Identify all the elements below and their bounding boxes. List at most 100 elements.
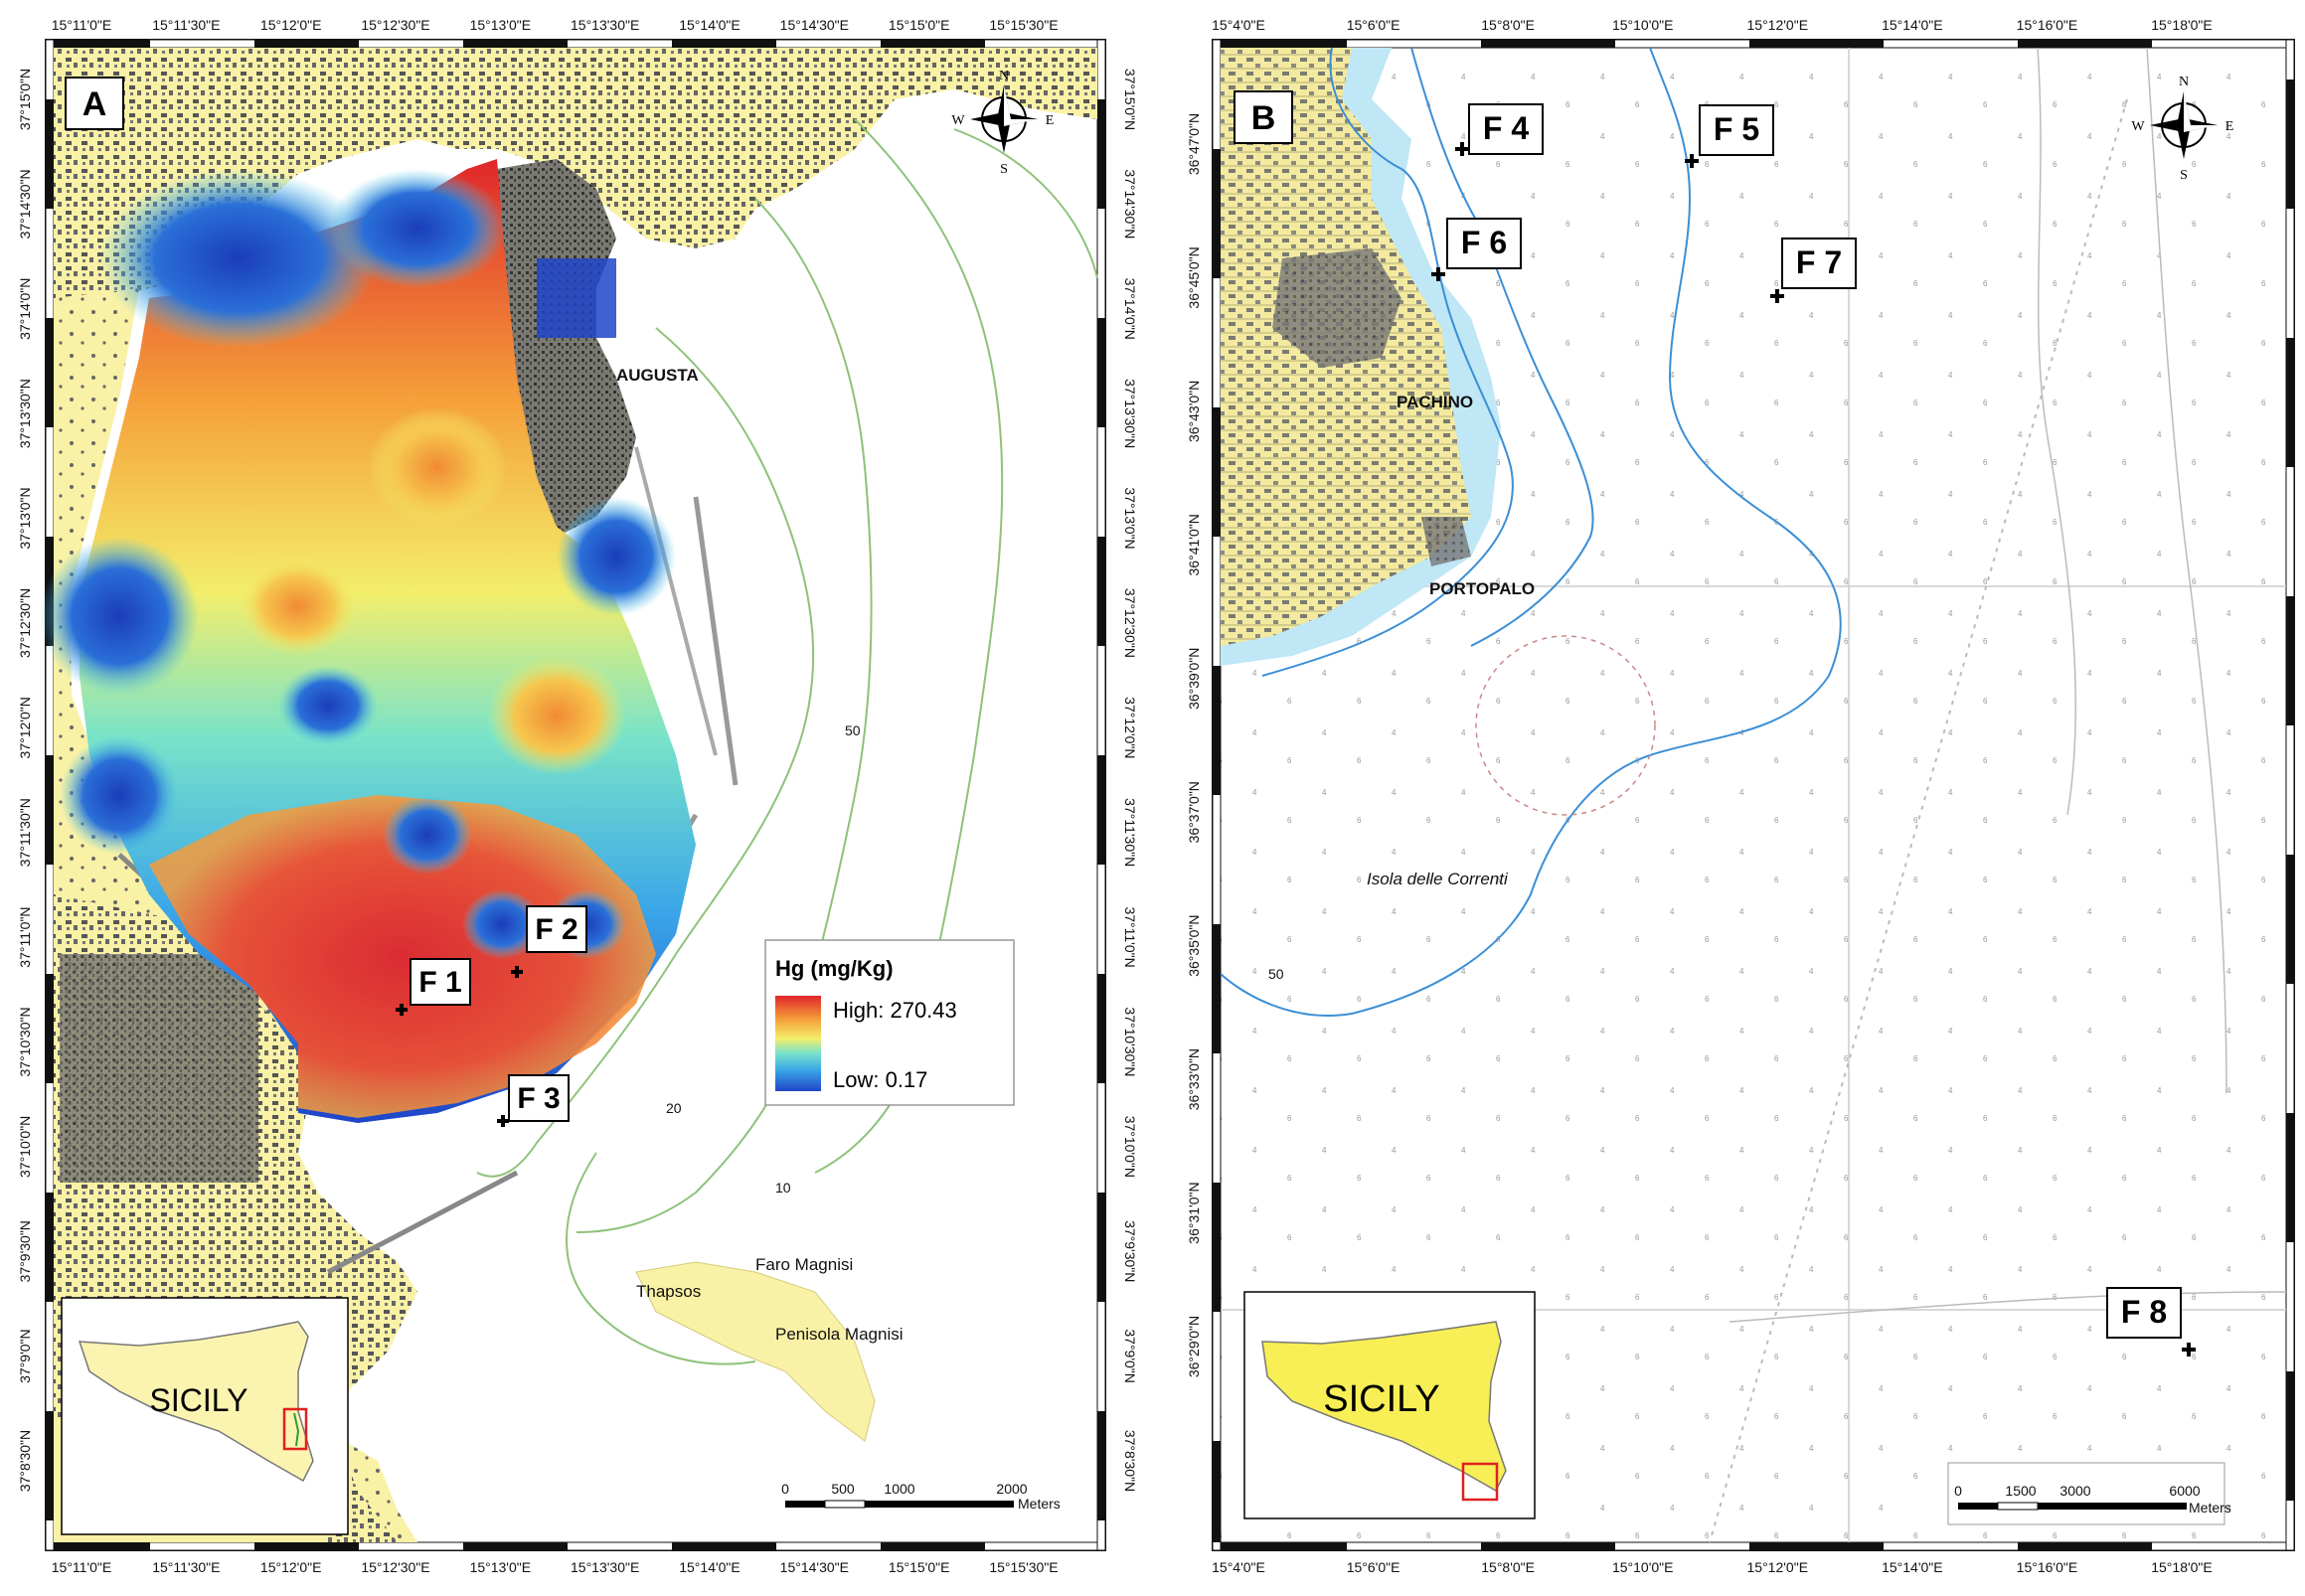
- a-left-tick-2: 37°14'0"N: [17, 278, 33, 340]
- b-bottom-tick-5: 15°14'0"E: [1882, 1559, 1943, 1575]
- place-penisola-magnisi: Penisola Magnisi: [775, 1325, 904, 1344]
- b-bottom-tick-2: 15°8'0"E: [1481, 1559, 1535, 1575]
- legend-ramp: [775, 996, 821, 1091]
- b-top-tick-4: 15°12'0"E: [1747, 17, 1809, 33]
- restricted-area-b: [1475, 635, 1656, 816]
- site-f1-label: F 1: [418, 966, 461, 999]
- inset-a-label: SICILY: [150, 1382, 248, 1418]
- a-top-tick-3: 15°12'30"E: [361, 17, 429, 33]
- contour-label-50-b: 50: [1268, 966, 1284, 982]
- b-bottom-tick-0: 15°4'0"E: [1212, 1559, 1265, 1575]
- b-bottom-lon-ticks: 15°4'0"E 15°6'0"E 15°8'0"E 15°10'0"E 15°12'0…: [1212, 1559, 2213, 1575]
- inset-sicily-b: SICILY: [1243, 1291, 1536, 1519]
- scale-b-tick-3: 6000: [2169, 1483, 2200, 1499]
- a-right-tick-3: 37°13'30"N: [1122, 379, 1138, 448]
- a-left-tick-1: 37°14'30"N: [17, 169, 33, 239]
- site-f3-label: F 3: [517, 1082, 560, 1115]
- b-top-lon-ticks: 15°4'0"E 15°6'0"E 15°8'0"E 15°10'0"E 15°12'0…: [1212, 17, 2213, 33]
- map-a-svg: 50 20 10 AUGUSTA Faro Magnisi Th: [17, 17, 1138, 1575]
- a-bottom-tick-7: 15°14'30"E: [780, 1559, 849, 1575]
- b-left-tick-4: 36°39'0"N: [1186, 648, 1202, 710]
- a-bottom-tick-3: 15°12'30"E: [361, 1559, 429, 1575]
- legend-high: High: 270.43: [833, 998, 957, 1023]
- a-left-tick-4: 37°13'0"N: [17, 487, 33, 549]
- a-left-tick-11: 37°9'30"N: [17, 1220, 33, 1282]
- scale-bar-a: 0 500 1000 2000 Meters: [781, 1481, 1061, 1512]
- site-f2[interactable]: F 2: [511, 905, 587, 978]
- b-bottom-tick-3: 15°10'0"E: [1612, 1559, 1674, 1575]
- bathy-lines-b: [1220, 47, 1842, 1017]
- a-bottom-tick-4: 15°13'0"E: [470, 1559, 532, 1575]
- site-f5[interactable]: F 5: [1685, 104, 1774, 168]
- scale-b-tick-2: 3000: [2059, 1483, 2090, 1499]
- site-f1[interactable]: F 1: [396, 958, 471, 1016]
- b-left-tick-2: 36°43'0"N: [1186, 381, 1202, 442]
- a-bottom-tick-8: 15°15'0"E: [889, 1559, 950, 1575]
- a-right-tick-12: 37°9'0"N: [1122, 1329, 1138, 1383]
- place-faro-magnisi: Faro Magnisi: [755, 1255, 853, 1274]
- a-left-tick-5: 37°12'30"N: [17, 588, 33, 658]
- b-bottom-tick-7: 15°18'0"E: [2151, 1559, 2213, 1575]
- place-thapsos: Thapsos: [636, 1282, 701, 1301]
- site-f6[interactable]: F 6: [1431, 218, 1522, 281]
- a-right-tick-5: 37°12'30"N: [1122, 588, 1138, 658]
- deep-contours-b: [1729, 47, 2287, 1323]
- a-top-tick-1: 15°11'30"E: [152, 17, 220, 33]
- b-bottom-tick-1: 15°6'0"E: [1347, 1559, 1400, 1575]
- contour-label-20-a: 20: [666, 1100, 682, 1116]
- a-top-tick-6: 15°14'0"E: [679, 17, 741, 33]
- scale-a-tick-1: 500: [831, 1481, 855, 1497]
- hg-legend: Hg (mg/Kg) High: 270.43 Low: 0.17: [764, 939, 1015, 1106]
- a-top-tick-2: 15°12'0"E: [260, 17, 322, 33]
- site-f7[interactable]: F 7: [1770, 238, 1857, 303]
- inset-b-label: SICILY: [1323, 1378, 1440, 1420]
- b-left-tick-8: 36°31'0"N: [1186, 1182, 1202, 1243]
- place-augusta: AUGUSTA: [616, 366, 699, 385]
- b-bottom-tick-6: 15°16'0"E: [2017, 1559, 2078, 1575]
- site-f8[interactable]: F 8: [2106, 1287, 2196, 1357]
- north-arrow-a-s: S: [1000, 162, 1008, 177]
- a-top-tick-0: 15°11'0"E: [52, 17, 111, 33]
- a-left-tick-3: 37°13'30"N: [17, 379, 33, 448]
- a-left-tick-10: 37°10'0"N: [17, 1116, 33, 1178]
- a-bottom-tick-9: 15°15'30"E: [989, 1559, 1058, 1575]
- b-left-tick-6: 36°35'0"N: [1186, 915, 1202, 977]
- site-f4-label: F 4: [1483, 110, 1529, 146]
- place-pachino: PACHINO: [1397, 393, 1473, 411]
- a-bottom-tick-0: 15°11'0"E: [52, 1559, 111, 1575]
- a-left-tick-8: 37°11'0"N: [17, 906, 33, 967]
- place-portopalo: PORTOPALO: [1429, 579, 1535, 598]
- site-f3[interactable]: F 3: [497, 1074, 570, 1127]
- site-f8-label: F 8: [2121, 1294, 2167, 1330]
- site-f4[interactable]: F 4: [1455, 103, 1544, 156]
- a-left-tick-0: 37°15'0"N: [17, 69, 33, 130]
- map-panel-b: 4 6: [1173, 0, 2305, 1596]
- b-left-tick-3: 36°41'0"N: [1186, 514, 1202, 575]
- frame-ticks-b: [1212, 39, 2295, 1551]
- b-left-tick-7: 36°33'0"N: [1186, 1048, 1202, 1110]
- a-left-lat-ticks: 37°15'0"N 37°14'30"N 37°14'0"N 37°13'30"N 37…: [17, 69, 33, 1492]
- contour-label-50-a: 50: [845, 722, 861, 738]
- scale-b-unit: Meters: [2189, 1500, 2231, 1516]
- a-right-tick-0: 37°15'0"N: [1122, 69, 1138, 130]
- a-bottom-lon-ticks: 15°11'0"E 15°11'30"E 15°12'0"E 15°12'30"E 15…: [52, 1559, 1059, 1575]
- north-arrow-b-icon: N S E W: [2131, 75, 2233, 183]
- scale-bar-b: 0 1500 3000 6000 Meters: [1947, 1462, 2231, 1525]
- a-top-tick-7: 15°14'30"E: [780, 17, 849, 33]
- a-top-tick-4: 15°13'0"E: [470, 17, 532, 33]
- map-panel-a: 50 20 10 AUGUSTA Faro Magnisi Th: [17, 17, 1138, 1575]
- scale-a-tick-0: 0: [781, 1481, 789, 1497]
- a-left-tick-13: 37°8'30"N: [17, 1430, 33, 1492]
- panel-b-id: B: [1251, 99, 1276, 137]
- legend-low: Low: 0.17: [833, 1067, 927, 1092]
- site-f2-label: F 2: [535, 913, 577, 946]
- site-f6-label: F 6: [1461, 225, 1507, 260]
- north-arrow-a-e: E: [1046, 113, 1055, 128]
- place-isola-correnti: Isola delle Correnti: [1367, 870, 1509, 888]
- a-bottom-tick-2: 15°12'0"E: [260, 1559, 322, 1575]
- a-left-tick-7: 37°11'30"N: [17, 798, 33, 867]
- a-right-tick-1: 37°14'30"N: [1122, 169, 1138, 239]
- a-right-lat-ticks: 37°15'0"N 37°14'30"N 37°14'0"N 37°13'30"N 37…: [1122, 69, 1138, 1492]
- a-bottom-tick-6: 15°14'0"E: [679, 1559, 741, 1575]
- a-top-tick-5: 15°13'30"E: [571, 17, 639, 33]
